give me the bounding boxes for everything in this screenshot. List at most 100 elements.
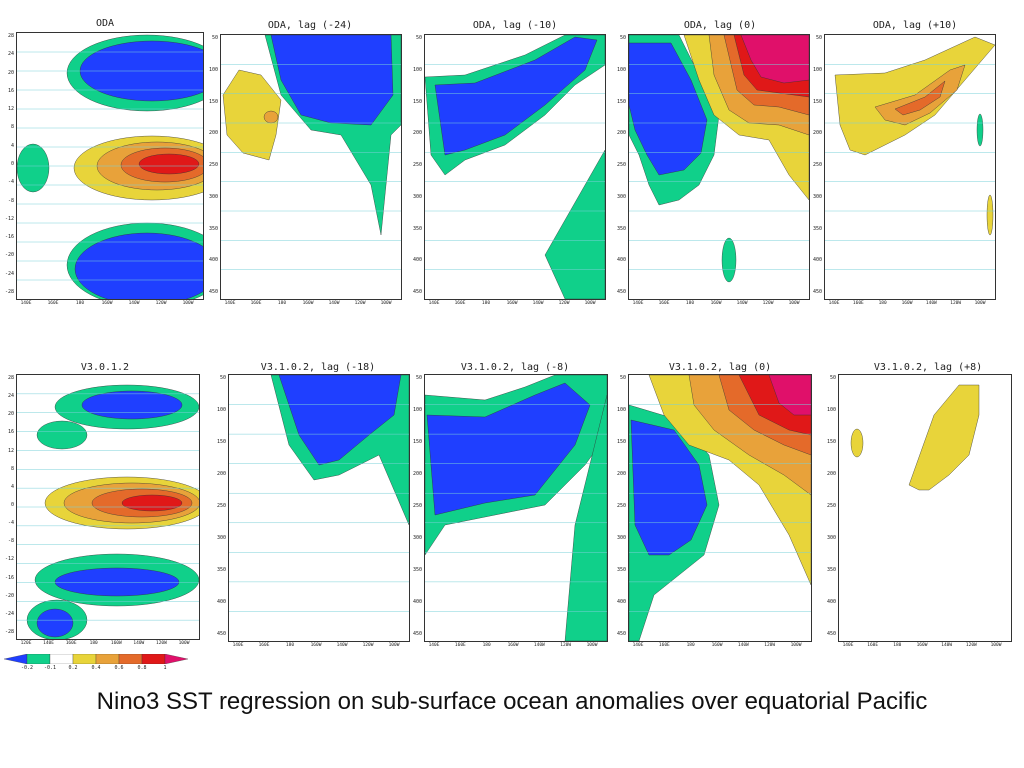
negative-region-west [17, 143, 50, 193]
y-tick-label: 400 [216, 599, 226, 605]
panel-v3102-lag-8 [424, 374, 608, 642]
x-tick-label: 180 [686, 643, 695, 648]
y-tick-label: 0 [10, 161, 14, 167]
x-tick-label: 160E [47, 301, 59, 306]
contour-plot [629, 375, 811, 641]
x-tick-label: 160E [454, 301, 466, 306]
panel-title-oda-lag-10p: ODA, lag (+10) [872, 20, 958, 31]
x-tick-label: 180 [285, 643, 295, 648]
x-tick-label: 140W [941, 643, 953, 648]
y-tick-label: 400 [616, 257, 626, 264]
x-tick-label: 140W [336, 643, 348, 648]
x-tick-label: 120W [762, 301, 774, 306]
x-tick-label: 120E [20, 641, 32, 646]
colorbar-swatch [72, 654, 97, 664]
panel-title-v3102-lag-8: V3.1.0.2, lag (-8) [460, 362, 570, 373]
y-tick-label: -12 [4, 556, 14, 563]
y-tick-label: 100 [412, 407, 422, 413]
y-tick-label: 200 [812, 130, 822, 137]
y-tick-label: 400 [412, 599, 422, 605]
y-tick-label: 16 [7, 429, 14, 436]
y-tick-label: 300 [826, 535, 836, 541]
y-tick-label: 100 [216, 407, 226, 413]
y-tick-label: 400 [826, 599, 836, 605]
warm-blob [908, 384, 980, 491]
warm-east-1 [740, 35, 809, 84]
x-tick-label: 160W [711, 643, 723, 648]
y-tick-label: 300 [412, 193, 422, 200]
panel-title-v3102-lag-18: V3.1.0.2, lag (-18) [260, 362, 376, 373]
warm-anomaly-west [222, 69, 282, 161]
strong-negative-west [630, 419, 708, 556]
x-tick-label: 120W [965, 643, 977, 648]
y-tick-label: 150 [216, 439, 226, 445]
y-tick-label: 28 [7, 375, 14, 381]
x-tick-label: 160W [901, 301, 913, 306]
y-tick-label: 300 [812, 193, 822, 200]
colorbar-swatch [4, 654, 28, 664]
negative-south-core [54, 567, 180, 597]
colorbar-label: -0.1 [43, 665, 57, 671]
y-tick-label: 450 [208, 289, 218, 295]
x-tick-label: 180 [482, 643, 491, 648]
x-tick-label: 160E [658, 643, 670, 648]
warm-anomaly-08 [121, 494, 183, 512]
panel-oda-lag-24 [220, 34, 402, 300]
x-tick-label: 100W [788, 301, 800, 306]
colorbar-label: 0.8 [137, 665, 147, 671]
warm-band-06 [894, 80, 946, 116]
x-tick-label: 100W [584, 301, 596, 306]
y-tick-label: 200 [208, 130, 218, 137]
strong-negative-band [270, 35, 394, 126]
y-tick-label: 300 [208, 193, 218, 200]
colorbar-label: 0.6 [114, 665, 124, 671]
y-tick-label: 350 [216, 567, 226, 573]
x-tick-label: 160E [658, 301, 670, 306]
colorbar-swatch [26, 654, 51, 664]
negative-tongue-east [544, 149, 605, 299]
contour-plot [229, 375, 409, 612]
x-tick-label: 100W [178, 641, 190, 646]
y-tick-label: 200 [412, 130, 422, 137]
x-tick-label: 120W [155, 301, 167, 306]
colorbar-label: 1 [163, 665, 167, 671]
figure-caption: Nino3 SST regression on sub-surface ocea… [96, 688, 928, 715]
colorbar-swatch [95, 654, 120, 664]
x-tick-label: 140W [133, 641, 145, 646]
x-tick-label: 140W [128, 301, 140, 306]
y-tick-label: 300 [616, 193, 626, 200]
panel-oda-lag-10 [424, 34, 606, 300]
y-tick-label: -24 [4, 270, 14, 277]
y-tick-label: 50 [219, 375, 226, 381]
x-tick-label: 160W [916, 643, 928, 648]
y-tick-label: 250 [208, 162, 218, 168]
y-tick-label: 250 [616, 503, 626, 509]
y-tick-label: 24 [7, 51, 14, 58]
y-tick-label: 50 [829, 375, 836, 381]
x-tick-label: 160W [101, 301, 113, 306]
y-tick-label: 20 [7, 411, 14, 418]
y-tick-label: 50 [415, 375, 422, 381]
y-tick-label: 8 [10, 465, 14, 472]
y-tick-label: 150 [616, 439, 626, 445]
colorbar-swatch [118, 654, 143, 664]
x-tick-label: 180 [89, 641, 98, 646]
y-tick-label: 450 [616, 631, 626, 637]
colorbar-swatch [164, 654, 188, 664]
x-tick-label: 120W [950, 301, 962, 306]
warm-thin-patch [986, 194, 994, 236]
panel-v3102-lag-8p [838, 374, 1012, 642]
contour-plot [17, 34, 203, 299]
y-tick-label: 200 [216, 471, 226, 477]
y-tick-label: 20 [7, 69, 14, 76]
y-tick-label: -8 [7, 197, 14, 204]
y-tick-label: 350 [812, 225, 822, 232]
y-tick-label: -16 [4, 574, 14, 581]
warm-east-1 [768, 375, 811, 416]
y-tick-label: 50 [815, 35, 822, 41]
x-tick-label: 120W [560, 643, 572, 648]
y-tick-label: 250 [216, 503, 226, 509]
y-tick-label: 100 [616, 407, 626, 413]
x-tick-label: 100W [974, 301, 986, 306]
x-tick-label: 180 [878, 301, 887, 306]
